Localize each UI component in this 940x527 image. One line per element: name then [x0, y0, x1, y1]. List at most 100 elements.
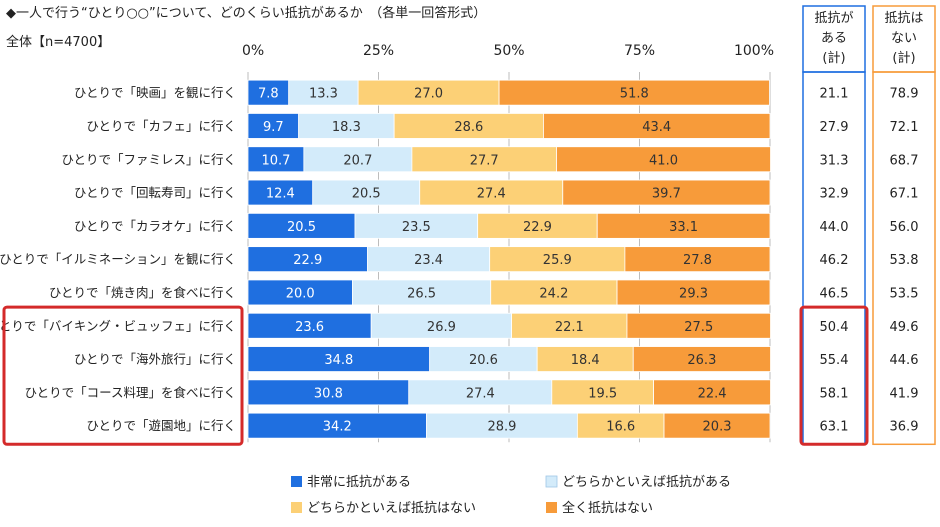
summary-value: 49.6 — [890, 320, 919, 335]
bar-segment — [393, 113, 544, 139]
data-label: 16.6 — [606, 420, 635, 435]
bar-segment — [551, 379, 654, 406]
data-label: 23.4 — [414, 253, 443, 268]
data-label: 29.3 — [679, 286, 708, 301]
data-label: 25.9 — [543, 253, 572, 268]
highlight-box-summary — [799, 305, 869, 446]
bar-segment — [367, 246, 491, 273]
legend-swatch — [546, 502, 557, 513]
data-label: 27.5 — [684, 320, 713, 335]
summary-value: 78.9 — [890, 87, 919, 102]
bar-segment — [288, 79, 359, 106]
summary-header-label: 抵抗は — [884, 11, 923, 26]
data-label: 13.3 — [309, 87, 338, 102]
summary-value: 68.7 — [890, 153, 919, 168]
data-label: 34.8 — [324, 353, 353, 368]
bar-segment — [419, 179, 564, 206]
data-label: 20.0 — [286, 286, 315, 301]
bar-segment — [247, 279, 353, 306]
summary-value: 32.9 — [820, 187, 849, 202]
bar-segment — [357, 79, 500, 106]
summary-value: 63.1 — [820, 420, 849, 435]
highlight-box-labels — [2, 305, 244, 446]
data-label: 22.4 — [698, 386, 727, 401]
chart-subtitle: 全体【n=4700】 — [6, 34, 110, 50]
bar-segment — [247, 412, 427, 439]
legend-label: どちらかといえば抵抗はない — [307, 501, 476, 516]
legend-label: どちらかといえば抵抗がある — [562, 475, 731, 490]
bar-segment — [247, 212, 356, 239]
bar-segment — [543, 113, 771, 139]
summary-value: 27.9 — [820, 120, 849, 135]
bar-segment — [411, 146, 557, 173]
data-label: 28.6 — [454, 120, 483, 135]
summary-value: 44.6 — [890, 353, 919, 368]
summary-value: 46.2 — [820, 253, 849, 268]
data-label: 41.0 — [649, 153, 678, 168]
bar-segment — [489, 246, 626, 273]
data-label: 22.9 — [523, 220, 552, 235]
data-label: 39.7 — [652, 187, 681, 202]
x-axis-ticks: 0% 25% 50% 75% 100% — [242, 43, 774, 59]
category-label: ひとりで「イルミネーション」を観に行く — [0, 252, 236, 267]
category-label: ひとりで「ファミレス」に行く — [61, 152, 236, 167]
data-label: 33.1 — [669, 220, 698, 235]
summary-value: 55.4 — [820, 353, 849, 368]
summary-value: 41.9 — [890, 386, 919, 401]
data-label: 19.5 — [588, 386, 617, 401]
bar-segment — [632, 346, 771, 372]
data-label: 22.1 — [555, 320, 584, 335]
bar-segment — [354, 212, 479, 239]
summary-value: 46.5 — [820, 286, 849, 301]
bar-segment — [536, 346, 634, 372]
summary-value: 56.0 — [890, 220, 919, 235]
legend-label: 非常に抵抗がある — [307, 475, 411, 490]
data-label: 20.5 — [287, 220, 316, 235]
bar-segment — [616, 279, 771, 306]
summary-value: 36.9 — [890, 420, 919, 435]
data-label: 24.2 — [539, 286, 568, 301]
bar-segment — [477, 212, 598, 239]
summary-value: 53.5 — [890, 286, 919, 301]
legend-label: 全く抵抗はない — [562, 500, 653, 516]
category-label: ひとりで「カラオケ」に行く — [74, 218, 236, 233]
legend-swatch — [545, 475, 558, 488]
bar-segment — [247, 113, 300, 139]
summary-value: 58.1 — [820, 386, 849, 401]
summary-value: 50.4 — [820, 320, 849, 335]
legend-swatch — [291, 476, 302, 487]
bar-segment — [576, 412, 665, 439]
summary-value: 31.3 — [820, 153, 849, 168]
summary-header-label: 抵抗が — [814, 11, 853, 26]
data-label: 27.0 — [414, 87, 443, 102]
x-tick-label: 100% — [734, 43, 774, 59]
category-label: ひとりで「回転寿司」に行く — [74, 185, 236, 200]
data-label: 7.8 — [258, 87, 279, 102]
bar-segment — [247, 79, 290, 106]
data-label: 23.6 — [295, 320, 324, 335]
bar-segment — [247, 246, 368, 273]
bar-segment — [429, 346, 538, 372]
bar-segment — [498, 79, 770, 106]
data-label: 30.8 — [314, 386, 343, 401]
data-label: 51.8 — [620, 87, 649, 102]
category-label: ひとりで「コース料理」を食べに行く — [24, 385, 236, 400]
data-label: 26.9 — [427, 320, 456, 335]
data-label: 43.4 — [642, 120, 671, 135]
bar-segment — [596, 212, 771, 239]
x-tick-label: 0% — [242, 43, 264, 59]
highlight-boxes — [2, 305, 869, 446]
bar-segment — [408, 379, 553, 406]
bar-segment — [653, 379, 771, 406]
x-tick-label: 25% — [363, 43, 394, 59]
data-label: 18.4 — [571, 353, 600, 368]
summary-value: 53.8 — [890, 253, 919, 268]
summary-value: 21.1 — [820, 87, 849, 102]
summary-header-label: (計) — [822, 50, 845, 66]
bar-segment — [626, 312, 771, 339]
category-label: ひとりで「焼き肉」を食べに行く — [49, 285, 236, 300]
bar-segment — [426, 412, 578, 439]
bar-segment — [624, 246, 771, 273]
data-label: 23.5 — [402, 220, 431, 235]
